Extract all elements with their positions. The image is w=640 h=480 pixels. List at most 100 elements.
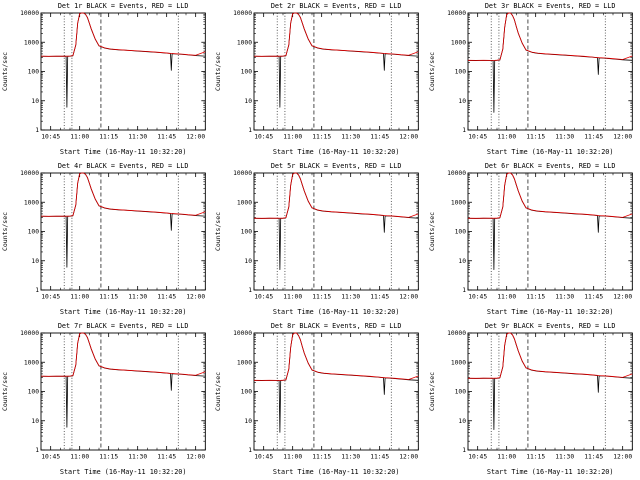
x-tick-label: 11:45 [371, 293, 390, 300]
x-tick-label: 11:15 [526, 453, 545, 460]
plot-frame [40, 172, 206, 291]
x-axis-label: Start Time (16-May-11 10:32:20) [60, 148, 187, 156]
y-tick-label: 10 [245, 258, 253, 265]
y-tick-label: 10000 [447, 170, 466, 177]
x-tick-label: 11:45 [371, 133, 390, 140]
chart-title: Det 8r BLACK = Events, RED = LLD [271, 322, 402, 330]
x-axis-label: Start Time (16-May-11 10:32:20) [487, 148, 614, 156]
x-tick-label: 10:45 [255, 453, 274, 460]
y-tick-label: 1000 [237, 359, 252, 366]
x-tick-label: 11:30 [555, 293, 574, 300]
y-axis-label: Counts/sec [428, 52, 436, 91]
x-axis-label: Start Time (16-May-11 10:32:20) [273, 148, 400, 156]
chart-title: Det 3r BLACK = Events, RED = LLD [484, 2, 615, 10]
y-tick-label: 1 [249, 447, 253, 454]
y-tick-label: 100 [241, 229, 253, 236]
x-tick-label: 11:30 [128, 293, 147, 300]
x-tick-label: 11:30 [555, 453, 574, 460]
y-tick-label: 100 [28, 69, 40, 76]
y-tick-label: 10000 [233, 10, 252, 17]
y-tick-label: 1000 [24, 199, 39, 206]
x-tick-label: 10:45 [255, 293, 274, 300]
x-tick-label: 11:30 [128, 453, 147, 460]
y-tick-label: 1000 [451, 39, 466, 46]
x-tick-label: 11:00 [497, 293, 516, 300]
x-tick-label: 10:45 [41, 453, 60, 460]
plot-frame [40, 332, 206, 451]
series-line-lld [40, 172, 206, 217]
plot-frame [467, 172, 633, 291]
x-tick-label: 11:15 [99, 293, 118, 300]
y-tick-label: 10 [245, 418, 253, 425]
chart-svg: Det 2r BLACK = Events, RED = LLD Counts/s… [214, 2, 420, 156]
x-tick-label: 11:00 [497, 133, 516, 140]
y-tick-label: 10000 [20, 330, 39, 337]
y-tick-label: 10 [31, 98, 39, 105]
chart-panel: Det 6r BLACK = Events, RED = LLD Counts/s… [427, 160, 640, 320]
x-tick-label: 12:00 [400, 293, 419, 300]
y-tick-label: 100 [454, 389, 466, 396]
y-tick-label: 100 [28, 229, 40, 236]
x-tick-label: 12:00 [186, 293, 205, 300]
x-tick-label: 10:45 [468, 453, 487, 460]
series-line-lld [40, 12, 206, 57]
series-line-lld [254, 12, 419, 57]
x-tick-label: 12:00 [613, 293, 632, 300]
chart-title: Det 6r BLACK = Events, RED = LLD [484, 162, 615, 170]
chart-svg: Det 4r BLACK = Events, RED = LLD Counts/s… [1, 162, 206, 316]
y-tick-label: 100 [454, 69, 466, 76]
y-axis-label: Counts/sec [214, 212, 222, 251]
x-axis-label: Start Time (16-May-11 10:32:20) [60, 468, 187, 476]
series-line-lld [40, 332, 206, 377]
plot-frame [467, 12, 633, 131]
series-line-events [254, 332, 419, 433]
y-tick-label: 10000 [233, 170, 252, 177]
x-tick-label: 10:45 [41, 133, 60, 140]
y-tick-label: 1000 [237, 199, 252, 206]
x-tick-label: 11:00 [70, 133, 89, 140]
chart-title: Det 7r BLACK = Events, RED = LLD [58, 322, 189, 330]
x-tick-label: 12:00 [613, 133, 632, 140]
y-axis-label: Counts/sec [428, 212, 436, 251]
y-tick-label: 10 [31, 418, 39, 425]
series-line-lld [467, 12, 633, 61]
x-tick-label: 11:15 [313, 453, 332, 460]
x-tick-label: 11:45 [157, 453, 176, 460]
y-tick-label: 100 [28, 389, 40, 396]
y-tick-label: 1 [462, 447, 466, 454]
y-tick-label: 1 [35, 127, 39, 134]
x-tick-label: 11:00 [284, 133, 303, 140]
x-tick-label: 10:45 [41, 293, 60, 300]
x-tick-label: 11:30 [342, 453, 361, 460]
x-tick-label: 11:00 [497, 453, 516, 460]
x-tick-label: 11:30 [128, 133, 147, 140]
chart-panel: Det 2r BLACK = Events, RED = LLD Counts/s… [213, 0, 426, 160]
y-tick-label: 100 [241, 389, 253, 396]
y-axis-label: Counts/sec [214, 52, 222, 91]
y-axis-label: Counts/sec [214, 372, 222, 411]
y-tick-label: 10000 [20, 10, 39, 17]
x-tick-label: 12:00 [613, 453, 632, 460]
x-tick-label: 11:15 [313, 133, 332, 140]
y-axis-label: Counts/sec [1, 372, 9, 411]
series-line-events [467, 172, 632, 270]
x-tick-label: 11:45 [584, 453, 603, 460]
series-line-events [467, 12, 632, 113]
plot-frame [40, 12, 206, 131]
x-tick-label: 11:00 [284, 453, 303, 460]
y-axis-label: Counts/sec [1, 212, 9, 251]
x-tick-label: 10:45 [468, 133, 487, 140]
plot-frame [253, 12, 420, 131]
x-tick-label: 11:00 [70, 293, 89, 300]
series-line-lld [467, 172, 633, 219]
y-tick-label: 1 [462, 127, 466, 134]
plot-frame [253, 332, 420, 451]
chart-title: Det 4r BLACK = Events, RED = LLD [58, 162, 189, 170]
chart-title: Det 2r BLACK = Events, RED = LLD [271, 2, 402, 10]
y-tick-label: 1000 [451, 359, 466, 366]
y-axis-label: Counts/sec [428, 372, 436, 411]
chart-title: Det 5r BLACK = Events, RED = LLD [271, 162, 402, 170]
series-line-lld [467, 332, 633, 379]
y-tick-label: 1 [35, 287, 39, 294]
x-tick-label: 11:15 [99, 133, 118, 140]
